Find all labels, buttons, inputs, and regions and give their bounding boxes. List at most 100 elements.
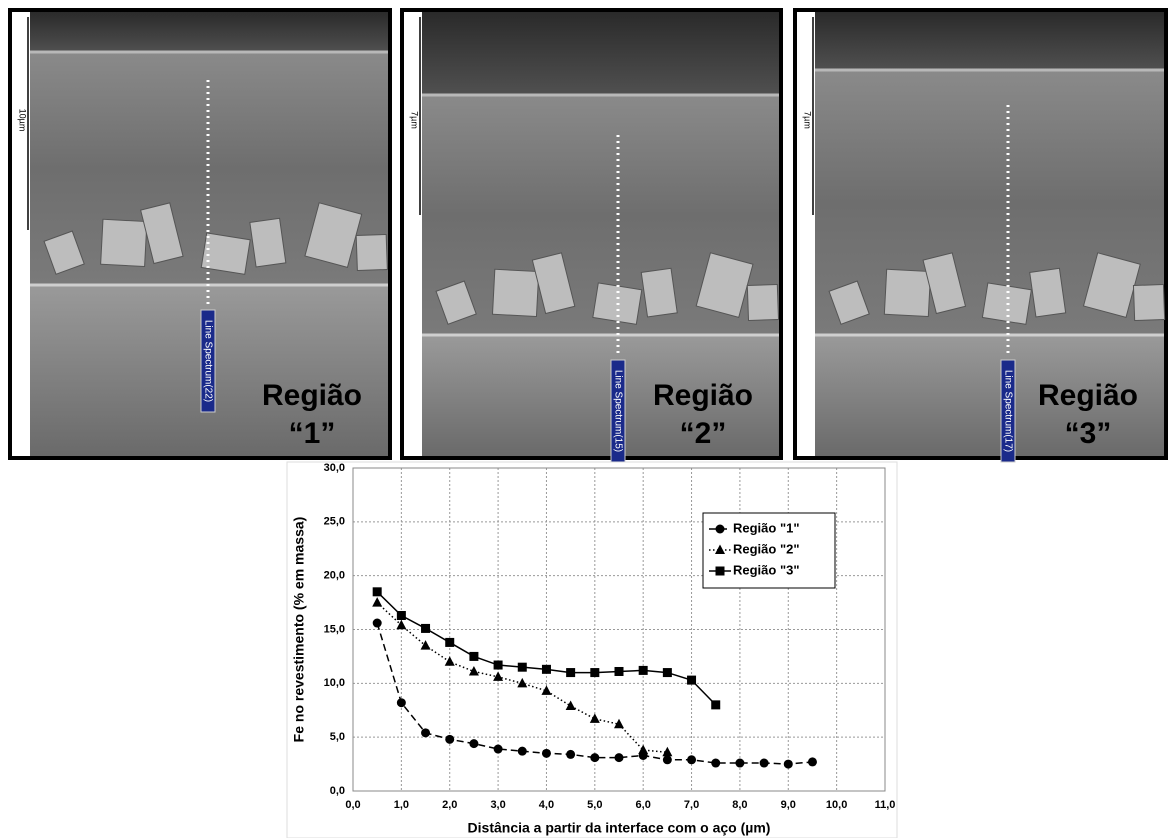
scale-strip [404, 12, 422, 456]
marker [468, 665, 479, 676]
x-tick-label: 11,0 [875, 799, 896, 811]
marker [566, 749, 576, 759]
y-tick-label: 30,0 [324, 462, 345, 474]
spectrum-tag [200, 309, 216, 413]
marker [759, 758, 769, 768]
legend-marker [715, 566, 725, 576]
marker [662, 755, 672, 765]
x-tick-label: 3,0 [490, 799, 505, 811]
crystal [1082, 252, 1141, 318]
image-top [30, 12, 388, 52]
sem-panel: 10µm Line Spectrum(22) Região “1” [8, 8, 392, 460]
marker [493, 671, 504, 681]
marker [590, 668, 600, 678]
marker [711, 758, 721, 768]
crystal [828, 280, 870, 325]
crystal [249, 217, 287, 268]
crystal [640, 267, 678, 318]
marker [493, 660, 503, 670]
crystal [355, 233, 388, 272]
spectrum-label: Line Spectrum(15) [612, 370, 623, 452]
y-axis-title: Fe no revestimento (% em massa) [291, 517, 307, 743]
crystal [200, 232, 251, 275]
sem-panel: 7µm Line Spectrum(17) Região “3” [793, 8, 1168, 463]
legend-label: Região "1" [733, 520, 800, 535]
marker [445, 734, 455, 744]
y-tick-label: 25,0 [324, 516, 345, 528]
plot-frame [352, 467, 886, 792]
scale-strip [12, 12, 30, 456]
crystal [435, 280, 477, 325]
crystal [883, 268, 932, 318]
y-tick-label: 0,0 [330, 785, 345, 797]
marker [445, 637, 455, 647]
crystal [531, 252, 576, 315]
marker [541, 685, 552, 695]
x-tick-label: 9,0 [781, 799, 796, 811]
legend-label: Região "3" [733, 562, 800, 577]
x-tick-label: 8,0 [732, 799, 747, 811]
marker [541, 748, 551, 758]
marker [662, 668, 672, 678]
spectrum-label: Line Spectrum(17) [1002, 370, 1013, 452]
marker [396, 611, 406, 621]
y-tick-label: 15,0 [324, 623, 345, 635]
marker [469, 651, 479, 661]
crystal [695, 252, 754, 318]
marker [444, 656, 455, 666]
marker [687, 755, 697, 765]
crystal [304, 202, 363, 268]
marker [614, 666, 624, 676]
marker [565, 700, 576, 710]
marker [614, 718, 624, 729]
region-label: Região [1038, 379, 1138, 412]
scale-label: 7µm [410, 111, 420, 129]
marker [783, 759, 793, 769]
scale-label: 10µm [18, 109, 28, 132]
crystal [1029, 267, 1067, 318]
marker [420, 640, 431, 650]
marker [421, 623, 431, 633]
x-tick-label: 5,0 [587, 799, 602, 811]
region-label: “2” [680, 417, 727, 450]
marker [421, 728, 431, 738]
marker [493, 744, 503, 754]
x-tick-label: 4,0 [539, 799, 554, 811]
legend-label: Região "2" [733, 541, 800, 556]
region-label: “3” [1065, 417, 1112, 450]
x-tick-label: 0,0 [345, 799, 360, 811]
marker [517, 677, 528, 688]
marker [638, 744, 649, 755]
y-tick-label: 5,0 [330, 731, 345, 743]
y-tick-label: 20,0 [324, 570, 345, 582]
x-tick-label: 6,0 [636, 799, 651, 811]
marker [396, 619, 407, 630]
marker [590, 753, 600, 763]
x-tick-label: 7,0 [684, 799, 699, 811]
x-axis-title: Distância a partir da interface com o aç… [468, 820, 771, 836]
crystal [1132, 283, 1166, 322]
scale-strip [797, 12, 815, 456]
marker [517, 746, 527, 756]
x-tick-label: 2,0 [442, 799, 457, 811]
steel [422, 335, 779, 456]
marker [662, 746, 673, 757]
spectrum-label: Line Spectrum(22) [202, 320, 213, 402]
marker [566, 668, 576, 678]
region-label: Região [653, 379, 753, 412]
marker [396, 698, 406, 708]
y-tick-label: 10,0 [324, 677, 345, 689]
x-tick-label: 10,0 [826, 799, 847, 811]
legend-marker [715, 524, 725, 534]
marker [807, 757, 817, 767]
spectrum-tag [1000, 359, 1016, 463]
crystal [43, 230, 85, 275]
marker [372, 618, 382, 628]
marker [614, 753, 624, 763]
crystal [491, 268, 540, 318]
marker [711, 700, 721, 710]
crystal [746, 283, 780, 322]
marker [372, 587, 382, 597]
